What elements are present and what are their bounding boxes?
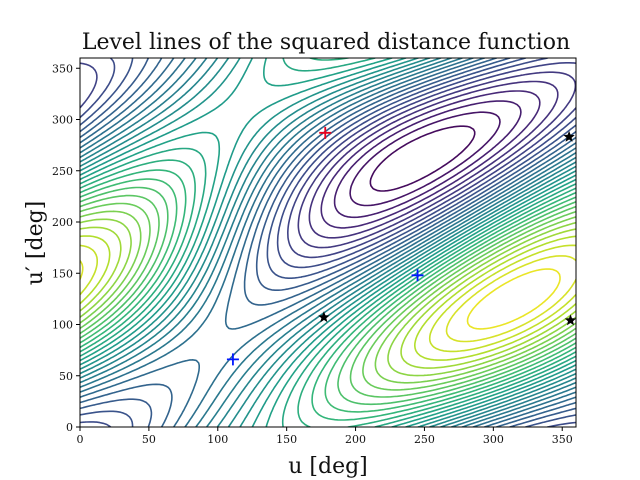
x-tick-label: 250 [414,433,435,446]
x-tick-label: 150 [276,433,297,446]
contour-level-line [80,58,576,427]
x-tick-label: 350 [552,433,573,446]
contour-level-line [80,58,576,427]
contour-level-line [80,58,576,427]
contour-level-line [297,71,576,249]
y-tick-label: 300 [52,114,73,127]
markers-layer [226,126,577,366]
star-marker [318,311,330,323]
y-axis-label: u′ [deg] [23,201,48,286]
contour-level-line [80,58,576,427]
plus-marker [411,269,424,282]
y-tick-label: 100 [52,319,73,332]
contour-level-line [466,268,561,330]
plot-frame [79,57,577,428]
contour-level-line [80,58,576,427]
x-tick-label: 200 [345,433,366,446]
y-tick-label: 0 [66,421,73,434]
contour-level-line [80,210,576,384]
y-axis-ticks: 0 50 100 150 200 250 300 350 [52,62,80,434]
contour-level-line [369,125,476,192]
x-axis-label: u [deg] [288,454,368,479]
contour-level-line [80,178,576,413]
contour-level-line [80,194,576,398]
star-marker [564,314,577,326]
contour-level-line [80,58,576,427]
chart-title: Level lines of the squared distance func… [82,30,570,55]
contour-level-line [80,186,576,406]
contour-level-line [80,218,576,377]
contour-level-line [320,90,541,229]
contour-level-line [333,100,522,219]
plus-marker [319,126,332,139]
contour-level-line [80,58,576,427]
contour-level-line [308,80,559,239]
contour-level-line [80,58,576,427]
y-tick-label: 250 [52,165,73,178]
contour-level-line [349,111,501,207]
x-tick-label: 0 [77,433,84,446]
star-marker [563,130,575,142]
x-tick-label: 300 [483,433,504,446]
y-tick-label: 50 [59,370,73,383]
contour-level-line [80,169,576,421]
contour-level-line [80,255,576,343]
contour-level-line [80,235,576,361]
contour-level-line [80,202,576,391]
y-tick-label: 150 [52,267,73,280]
contour-level-line [80,62,576,259]
y-tick-label: 200 [52,216,73,229]
y-tick-label: 350 [52,62,73,75]
contour-level-line [80,244,576,353]
plus-marker [226,353,239,366]
x-tick-label: 100 [207,433,228,446]
x-tick-label: 50 [142,433,156,446]
contour-level-line [80,58,576,427]
contour-level-line [80,58,576,427]
contour-lines [80,58,576,427]
contour-level-line [80,58,576,427]
x-axis-ticks: 0 50 100 150 200 250 300 350 [77,427,573,446]
contour-level-line [80,58,576,427]
contour-level-line [80,58,576,427]
